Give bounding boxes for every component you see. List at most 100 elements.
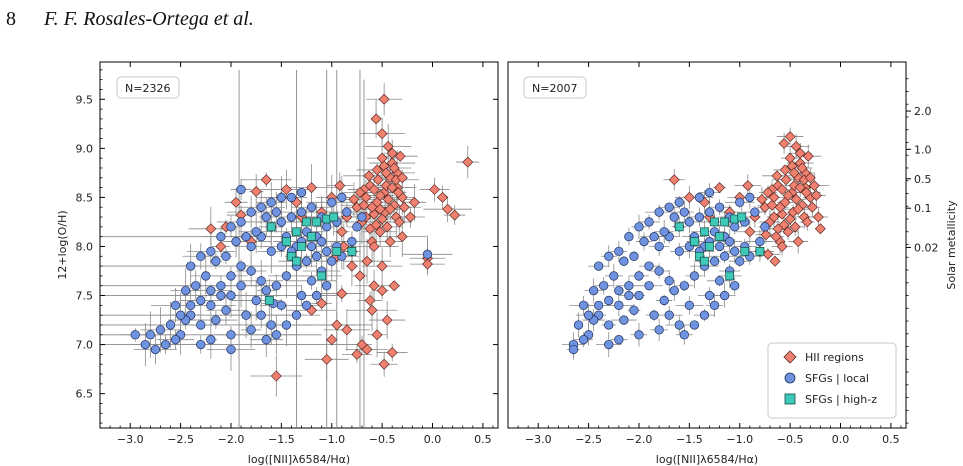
right-hii-region-point: [810, 189, 822, 201]
right-sfg-local-point: [709, 256, 720, 266]
right-hii-region-point: [812, 211, 824, 223]
left-hii-region-point: [361, 255, 373, 267]
left-hii-region-point: [361, 344, 373, 355]
left-hii-region-point: [306, 182, 318, 194]
right-hii-region-point: [762, 248, 774, 260]
left-sfg-local-point: [342, 207, 352, 217]
left-sfg-local-point: [211, 256, 221, 266]
left-sfg-highz-point: [312, 217, 321, 227]
left-hii-region-point: [437, 191, 449, 203]
right-hii-region-point: [771, 170, 783, 182]
left-sfg-local-point: [276, 192, 287, 203]
left-sfg-local-point: [226, 290, 236, 301]
right-sfg-local-point: [578, 335, 589, 345]
legend-sfg-highz-label: SFGs | high-z: [805, 393, 877, 406]
left-hii-region-point: [381, 314, 393, 326]
right-sfg-local-point: [669, 212, 679, 222]
left-x-tick-label: −1.5: [268, 433, 295, 446]
right-x-tick-label: −0.5: [777, 433, 804, 446]
left-hii-region-point: [363, 170, 375, 182]
left-hii-region-point: [368, 240, 380, 252]
right-sfg-local-point: [634, 330, 644, 340]
left-hii-region-point: [386, 182, 398, 194]
left-sfg-local-point: [322, 222, 332, 232]
left-hii-region-point: [321, 353, 333, 365]
right-panel: −3.0 −2.5 −2.0 −1.5 −1.0 −0.5 0.0 0.5 0.02 0.1 0.5…: [507, 61, 958, 466]
left-hii-region-point: [462, 156, 474, 168]
left-hii-region-point: [205, 223, 217, 235]
left-sfg-local-point: [216, 232, 226, 242]
left-sfg-local-point: [266, 246, 276, 257]
left-sfg-local-point: [271, 281, 281, 291]
left-sfg-local-point: [286, 192, 297, 203]
left-hii-region-point: [382, 193, 394, 205]
right-hii-region-point: [776, 184, 788, 196]
left-hii-region-point: [376, 285, 388, 297]
left-sfg-local-point: [266, 197, 276, 207]
left-sfg-local-point: [216, 290, 226, 301]
right-sfg-local-point: [634, 222, 644, 232]
right-sfg-local-point: [684, 217, 695, 227]
left-sfg-local-point: [211, 315, 221, 325]
legend-box: [767, 342, 897, 419]
left-sfg-highz-point: [287, 251, 296, 261]
left-y-tick-label: 9.0: [76, 142, 94, 155]
right-sfg-local-point: [609, 271, 619, 281]
left-sfg-highz-point: [302, 217, 311, 227]
left-hii-region-point: [421, 258, 433, 270]
right-sfg-local-point: [750, 207, 760, 217]
legend-hii-label: HII regions: [805, 351, 864, 364]
left-sfg-local-point: [291, 310, 302, 320]
running-head: F. F. Rosales-Ortega et al.: [44, 8, 254, 30]
right-hii-region-point: [760, 229, 772, 241]
left-sfg-local-point: [322, 246, 332, 257]
left-sfg-local-point: [170, 335, 181, 345]
left-sfg-local-point: [180, 285, 191, 296]
left-x-tick-label: −1.0: [318, 433, 345, 446]
left-sfg-local-point: [175, 310, 186, 320]
right-x-tick-label: −1.5: [676, 433, 703, 446]
right-sfg-local-point: [714, 276, 725, 286]
left-sfg-local-point: [322, 281, 332, 291]
left-sfg-highz-point: [264, 296, 274, 305]
left-y-tick-label: 6.5: [76, 388, 94, 401]
right-sfg-local-point: [669, 285, 679, 296]
left-sfg-highz-point: [297, 242, 306, 251]
right-sfg-local-point: [735, 256, 745, 266]
left-hii-region-point: [378, 93, 390, 105]
left-sfg-local-point: [271, 330, 281, 340]
right-sfg-local-point: [588, 285, 599, 296]
right-sfg-local-point: [674, 246, 684, 257]
right-hii-region-point: [788, 167, 800, 179]
left-hii-region-point: [368, 280, 380, 292]
left-sfg-local-point: [327, 197, 337, 207]
right-sfg-local-point: [604, 251, 614, 261]
right-ticks: −3.0 −2.5 −2.0 −1.5 −1.0 −0.5 0.0 0.5 0.02 0.1 0.5…: [517, 62, 939, 446]
left-x-tick-label: 0.5: [474, 433, 492, 446]
left-sfg-local-point: [271, 207, 281, 217]
left-hii-region-point: [374, 203, 386, 215]
right-sfg-local-point: [578, 300, 589, 310]
right-sfg-local-point: [649, 310, 659, 320]
left-hii-region-point: [364, 223, 376, 235]
left-hii-region-point: [381, 221, 393, 233]
left-sfg-local-point: [246, 241, 256, 252]
right-sfg-local-point: [654, 241, 664, 252]
left-sfg-highz-point: [292, 256, 301, 266]
right-sfg-local-point: [659, 227, 669, 237]
left-sfg-local-point: [155, 325, 166, 335]
left-sfg-local-point: [226, 330, 236, 340]
right-sfg-highz-point: [705, 242, 714, 251]
right-count-annotation: N=2007: [532, 82, 577, 95]
left-sfg-local-point: [246, 325, 256, 335]
left-hii-region-point: [398, 201, 410, 213]
left-sfg-local-point: [357, 212, 367, 222]
left-hii-region-point: [378, 358, 390, 370]
right-sfg-local-point: [755, 236, 765, 247]
right-sfg-local-point: [760, 222, 770, 232]
left-sfg-local-point: [261, 335, 271, 345]
left-sfg-local-point: [266, 320, 276, 330]
left-hii-region-point: [230, 196, 242, 208]
left-hii-region-point: [336, 226, 348, 238]
